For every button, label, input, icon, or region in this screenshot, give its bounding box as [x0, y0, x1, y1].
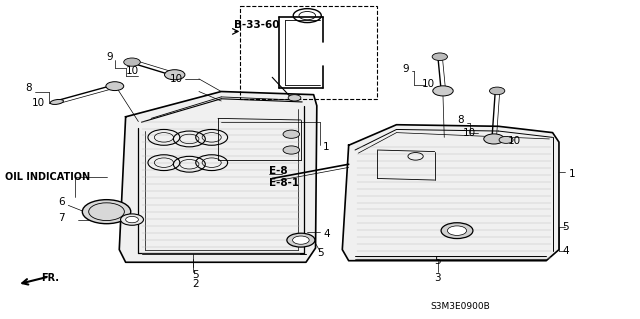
Circle shape — [283, 130, 300, 138]
Circle shape — [125, 216, 138, 223]
Circle shape — [447, 226, 467, 235]
Polygon shape — [342, 125, 559, 261]
Text: 10: 10 — [422, 78, 435, 89]
Text: FR.: FR. — [41, 273, 59, 283]
Circle shape — [83, 200, 131, 224]
Circle shape — [283, 146, 300, 154]
Text: B-33-60: B-33-60 — [234, 20, 280, 30]
Text: 7: 7 — [58, 213, 65, 223]
Text: E-8: E-8 — [269, 166, 287, 175]
Circle shape — [484, 134, 504, 144]
Text: 1: 1 — [323, 142, 330, 152]
Circle shape — [287, 233, 315, 247]
Polygon shape — [119, 92, 317, 262]
Text: S3M3E0900B: S3M3E0900B — [430, 302, 490, 311]
Text: 10: 10 — [170, 74, 184, 84]
Text: 5: 5 — [317, 248, 323, 258]
Text: 5: 5 — [193, 270, 199, 280]
Circle shape — [292, 236, 309, 244]
Text: 8: 8 — [457, 115, 463, 125]
Text: 10: 10 — [125, 66, 139, 76]
Text: 10: 10 — [508, 136, 521, 145]
Text: OIL INDICATION: OIL INDICATION — [4, 172, 90, 182]
Text: 2: 2 — [193, 279, 199, 289]
Text: 5: 5 — [562, 222, 569, 233]
Bar — [241, 6, 378, 100]
Text: 5: 5 — [435, 256, 441, 266]
Circle shape — [499, 137, 513, 143]
Circle shape — [124, 58, 140, 66]
Circle shape — [433, 86, 453, 96]
Circle shape — [490, 87, 505, 95]
Text: 4: 4 — [562, 246, 569, 256]
Text: 9: 9 — [403, 64, 409, 74]
Text: 3: 3 — [435, 273, 441, 283]
Circle shape — [164, 70, 185, 80]
Text: 6: 6 — [58, 197, 65, 207]
Text: 1: 1 — [568, 169, 575, 179]
Ellipse shape — [50, 100, 63, 104]
Circle shape — [432, 53, 447, 61]
Circle shape — [106, 82, 124, 91]
Circle shape — [441, 223, 473, 239]
Text: 8: 8 — [26, 83, 32, 93]
Text: 4: 4 — [323, 229, 330, 239]
Text: 10: 10 — [463, 128, 476, 137]
Circle shape — [120, 214, 143, 225]
Text: 9: 9 — [106, 52, 113, 62]
Text: E-8-1: E-8-1 — [269, 178, 299, 188]
Text: 10: 10 — [31, 98, 45, 108]
Circle shape — [288, 95, 301, 101]
